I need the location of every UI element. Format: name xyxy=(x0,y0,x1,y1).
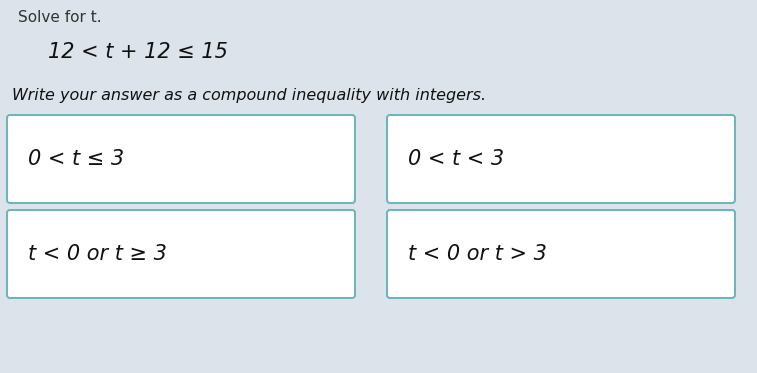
Text: 0 < t ≤ 3: 0 < t ≤ 3 xyxy=(28,149,124,169)
FancyBboxPatch shape xyxy=(7,115,355,203)
Text: 12 < t + 12 ≤ 15: 12 < t + 12 ≤ 15 xyxy=(48,42,228,62)
FancyBboxPatch shape xyxy=(7,210,355,298)
FancyBboxPatch shape xyxy=(387,115,735,203)
FancyBboxPatch shape xyxy=(387,210,735,298)
Text: t < 0 or t ≥ 3: t < 0 or t ≥ 3 xyxy=(28,244,167,264)
Text: t < 0 or t > 3: t < 0 or t > 3 xyxy=(408,244,547,264)
Text: 0 < t < 3: 0 < t < 3 xyxy=(408,149,504,169)
Text: Solve for t.: Solve for t. xyxy=(18,10,101,25)
Text: Write your answer as a compound inequality with integers.: Write your answer as a compound inequali… xyxy=(12,88,486,103)
